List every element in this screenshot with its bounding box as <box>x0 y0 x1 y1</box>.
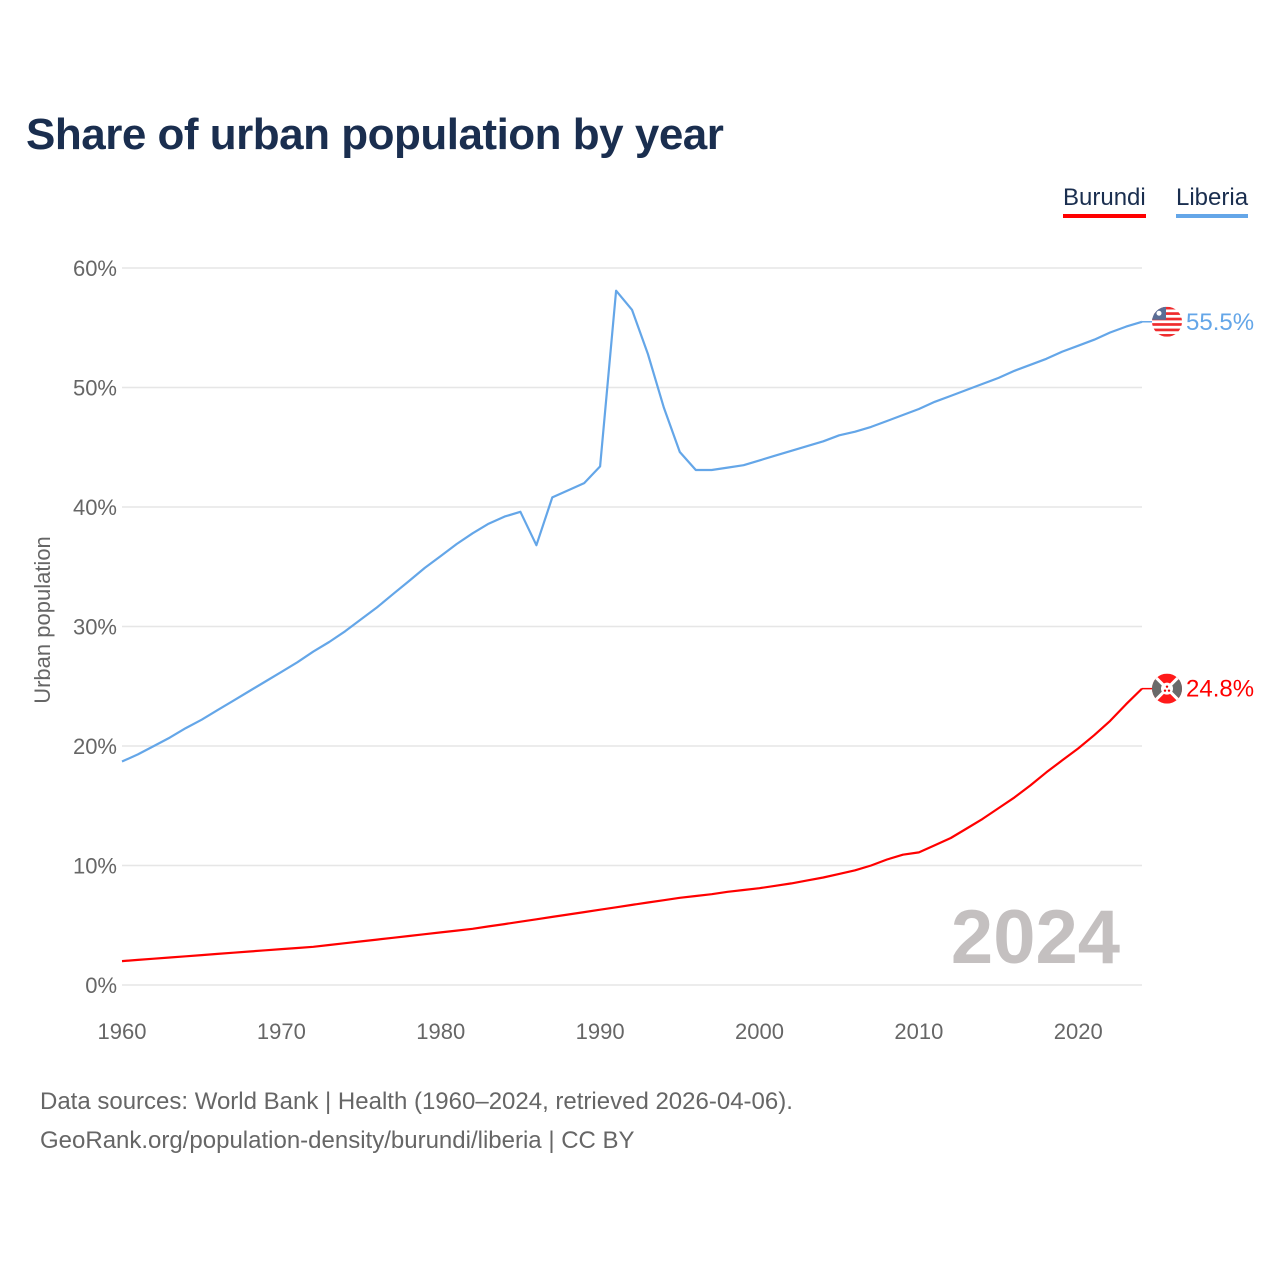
x-tick-label: 2010 <box>894 1019 943 1044</box>
x-tick-label: 2020 <box>1054 1019 1103 1044</box>
y-tick-label: 20% <box>73 734 117 759</box>
series-line-burundi <box>121 687 1143 963</box>
y-tick-label: 30% <box>73 615 117 640</box>
footer-sources: Data sources: World Bank | Health (1960–… <box>40 1088 793 1115</box>
y-tick-label: 40% <box>73 495 117 520</box>
y-tick-label: 60% <box>73 256 117 281</box>
x-tick-label: 1970 <box>257 1019 306 1044</box>
x-tick-label: 1960 <box>98 1019 147 1044</box>
legend-burundi[interactable]: Burundi <box>1063 184 1146 218</box>
y-tick-label: 50% <box>73 376 117 401</box>
end-value-label-burundi: 24.8% <box>1186 676 1254 703</box>
footer-attribution[interactable]: GeoRank.org/population-density/burundi/l… <box>40 1127 635 1154</box>
series-line-liberia <box>121 289 1143 763</box>
y-tick-label: 10% <box>73 854 117 879</box>
x-tick-label: 1980 <box>416 1019 465 1044</box>
year-watermark: 2024 <box>951 895 1120 980</box>
chart-title: Share of urban population by year <box>26 110 724 159</box>
y-tick-label: 0% <box>85 973 117 998</box>
x-tick-label: 2000 <box>735 1019 784 1044</box>
liberia-flag-icon <box>1152 306 1182 337</box>
legend-liberia[interactable]: Liberia <box>1176 184 1249 218</box>
x-tick-label: 1990 <box>576 1019 625 1044</box>
end-value-label-liberia: 55.5% <box>1186 309 1254 336</box>
y-axis-label: Urban population <box>30 536 55 704</box>
burundi-flag-icon <box>1152 673 1182 704</box>
